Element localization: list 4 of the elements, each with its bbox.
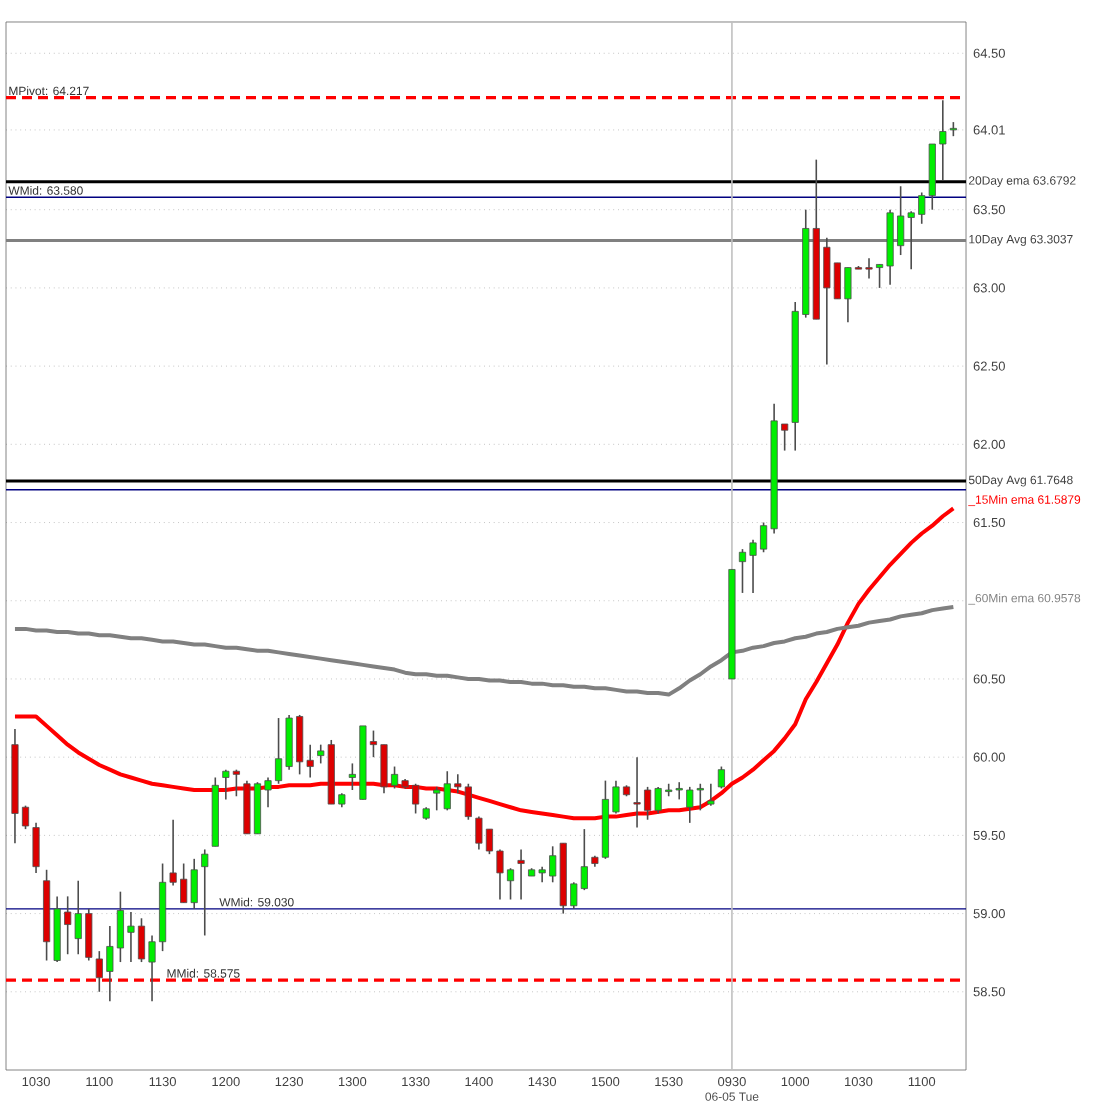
candlestick — [707, 782, 715, 807]
candlestick — [201, 848, 209, 937]
candlestick — [517, 848, 525, 901]
candlestick — [32, 822, 40, 874]
